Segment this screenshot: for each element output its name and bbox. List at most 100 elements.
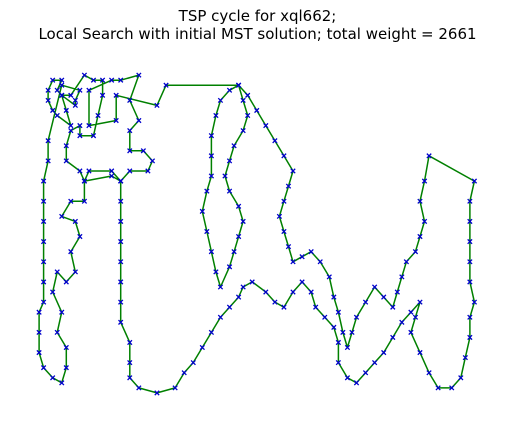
city-marker xyxy=(172,385,178,391)
city-marker xyxy=(331,294,337,300)
city-marker xyxy=(217,97,224,104)
city-marker xyxy=(263,122,269,129)
city-marker xyxy=(45,138,51,144)
city-marker xyxy=(313,304,319,310)
city-marker xyxy=(240,127,246,134)
city-marker xyxy=(240,218,246,225)
city-marker xyxy=(118,238,124,245)
chart-title-line-1: TSP cycle for xql662; xyxy=(178,7,337,25)
city-marker xyxy=(72,218,79,225)
city-marker xyxy=(63,279,69,285)
city-marker xyxy=(68,122,74,129)
city-marker xyxy=(344,344,351,351)
city-marker xyxy=(163,82,169,88)
city-marker xyxy=(235,82,242,88)
city-marker xyxy=(254,107,260,114)
city-marker xyxy=(471,178,478,184)
city-marker xyxy=(467,314,473,320)
city-marker xyxy=(45,158,51,164)
city-marker xyxy=(154,390,160,396)
city-marker xyxy=(412,314,419,320)
city-marker xyxy=(204,228,210,235)
city-marker xyxy=(399,274,405,280)
city-marker xyxy=(290,168,296,174)
city-marker xyxy=(335,309,342,315)
city-marker xyxy=(81,198,88,204)
city-marker xyxy=(390,304,396,310)
city-marker xyxy=(40,238,47,245)
city-marker xyxy=(118,198,124,204)
city-marker xyxy=(77,87,83,93)
city-marker xyxy=(408,309,414,315)
city-marker xyxy=(68,249,74,255)
city-marker xyxy=(231,249,237,255)
city-marker xyxy=(77,133,83,139)
city-marker xyxy=(40,279,47,285)
city-marker xyxy=(63,158,69,164)
city-marker xyxy=(222,173,228,179)
city-marker xyxy=(72,102,79,109)
city-marker xyxy=(154,102,160,109)
city-marker xyxy=(308,249,314,255)
city-marker xyxy=(276,213,283,220)
city-marker xyxy=(36,329,42,336)
city-marker xyxy=(118,259,124,265)
city-marker xyxy=(208,153,215,159)
city-marker xyxy=(113,92,119,98)
city-marker xyxy=(462,354,468,361)
city-marker xyxy=(50,375,56,381)
city-marker xyxy=(90,77,97,83)
city-marker xyxy=(113,117,119,124)
city-marker xyxy=(149,158,156,164)
city-marker xyxy=(40,198,47,204)
city-marker xyxy=(86,87,92,93)
city-marker xyxy=(50,289,56,295)
city-marker xyxy=(59,92,65,98)
city-marker xyxy=(226,158,233,164)
city-marker xyxy=(390,334,396,341)
city-marker xyxy=(72,269,79,275)
city-marker xyxy=(417,233,423,240)
tour-edges xyxy=(38,74,476,394)
city-marker xyxy=(249,279,255,285)
city-marker xyxy=(299,254,305,260)
city-marker xyxy=(467,218,473,225)
city-marker xyxy=(118,178,124,184)
city-marker xyxy=(54,269,60,275)
city-marker xyxy=(263,289,269,295)
city-marker xyxy=(59,77,65,83)
city-marker xyxy=(245,92,251,98)
city-marker xyxy=(127,97,133,104)
city-marker xyxy=(281,198,287,204)
city-marker xyxy=(235,233,242,240)
city-marker xyxy=(50,77,56,83)
city-marker xyxy=(240,284,246,290)
city-marker xyxy=(217,314,224,320)
city-marker xyxy=(421,218,428,225)
city-marker xyxy=(381,294,387,300)
city-marker xyxy=(63,143,69,149)
city-marker xyxy=(54,87,60,93)
city-marker xyxy=(371,284,378,290)
city-marker xyxy=(281,153,287,159)
city-marker xyxy=(81,178,88,184)
city-marker xyxy=(54,329,60,336)
city-marker xyxy=(99,77,106,83)
city-marker xyxy=(285,243,292,250)
city-marker xyxy=(45,97,51,104)
city-marker xyxy=(226,87,233,93)
city-marker xyxy=(245,112,251,119)
city-marker xyxy=(81,72,88,78)
city-marker xyxy=(199,344,205,351)
city-marker xyxy=(90,133,97,139)
city-marker xyxy=(77,122,83,129)
city-marker xyxy=(471,299,478,305)
city-marker xyxy=(208,133,215,139)
city-marker xyxy=(458,375,464,381)
tour-path xyxy=(38,74,476,394)
city-marker xyxy=(77,168,83,174)
city-marker xyxy=(208,173,215,179)
city-marker xyxy=(299,279,305,285)
city-marker xyxy=(412,249,419,255)
